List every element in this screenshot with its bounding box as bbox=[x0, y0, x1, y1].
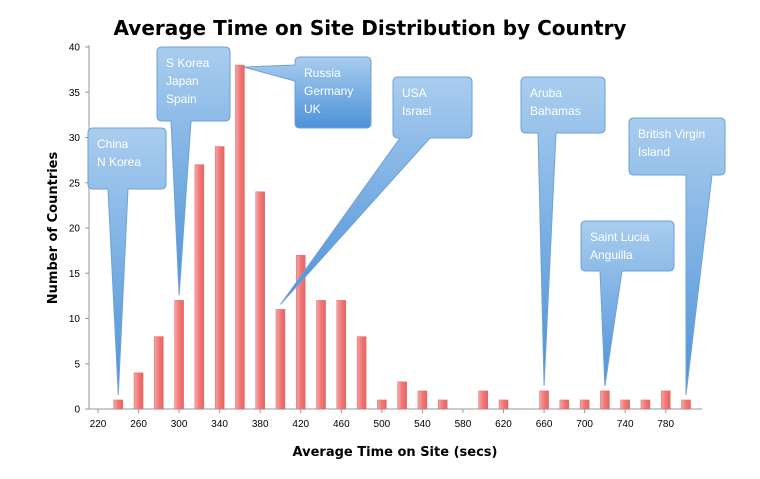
x-tick-label: 580 bbox=[455, 419, 472, 430]
callout-4: Aruba Bahamas bbox=[520, 76, 606, 386]
bar-720 bbox=[600, 390, 610, 410]
x-tick-label: 220 bbox=[90, 419, 107, 430]
bar-340 bbox=[214, 146, 225, 410]
bar-780 bbox=[660, 390, 671, 410]
axes bbox=[88, 45, 702, 410]
y-tick-label: 10 bbox=[69, 314, 81, 325]
callout-label: N Korea bbox=[97, 155, 141, 169]
x-axis-label: Average Time on Site (secs) bbox=[293, 445, 498, 460]
bar-400 bbox=[275, 309, 286, 410]
callout-5: Saint Lucia Anguilla bbox=[580, 220, 675, 386]
x-tick-label: 460 bbox=[333, 419, 350, 430]
bar-740 bbox=[620, 399, 630, 410]
callout-label: Island bbox=[638, 145, 670, 159]
callout-label: S Korea bbox=[166, 56, 210, 70]
callout-label: Germany bbox=[304, 84, 353, 98]
bar-320 bbox=[194, 164, 205, 410]
y-tick-label: 5 bbox=[74, 359, 80, 370]
bar-620 bbox=[498, 399, 509, 410]
x-tick-label: 780 bbox=[657, 419, 674, 430]
y-tick-label: 15 bbox=[69, 269, 81, 280]
bar-460 bbox=[336, 300, 347, 410]
callout-label: Japan bbox=[166, 74, 199, 88]
bar-680 bbox=[559, 399, 570, 410]
bar-540 bbox=[417, 390, 428, 410]
bar-series bbox=[113, 64, 691, 410]
x-tick-label: 700 bbox=[576, 419, 593, 430]
bar-500 bbox=[377, 399, 387, 410]
bar-560 bbox=[437, 399, 448, 410]
callout-bubble bbox=[580, 220, 675, 386]
x-tick-label: 500 bbox=[374, 419, 391, 430]
x-tick-label: 620 bbox=[495, 419, 512, 430]
callout-label: Israel bbox=[402, 104, 431, 118]
bar-660 bbox=[539, 390, 549, 410]
bar-380 bbox=[255, 191, 265, 410]
callout-bubble bbox=[156, 46, 231, 296]
callout-label: British Virgin bbox=[638, 127, 705, 141]
callout-label: Spain bbox=[166, 92, 197, 106]
callout-label: Bahamas bbox=[530, 104, 581, 118]
y-tick-label: 40 bbox=[69, 43, 81, 54]
callout-label: Aruba bbox=[530, 86, 562, 100]
bar-520 bbox=[397, 381, 407, 410]
bar-360 bbox=[235, 64, 245, 410]
callout-label: China bbox=[97, 137, 129, 151]
x-tick-label: 300 bbox=[171, 419, 188, 430]
bar-240 bbox=[113, 399, 124, 410]
callout-label: Saint Lucia bbox=[590, 230, 650, 244]
bar-760 bbox=[640, 399, 651, 410]
bar-280 bbox=[154, 336, 164, 410]
callout-label: Anguilla bbox=[590, 248, 633, 262]
y-tick-label: 25 bbox=[69, 178, 81, 189]
bar-420 bbox=[296, 254, 306, 410]
callout-label: UK bbox=[304, 102, 321, 116]
callout-bubble bbox=[87, 127, 167, 395]
callout-bubble bbox=[520, 76, 606, 386]
callout-1: S Korea Japan Spain bbox=[156, 46, 231, 296]
chart-title: Average Time on Site Distribution by Cou… bbox=[114, 16, 627, 40]
callout-bubble bbox=[280, 76, 473, 305]
x-tick-label: 340 bbox=[211, 419, 228, 430]
bar-700 bbox=[579, 399, 590, 410]
callout-group: China N Korea S Korea Japan Spain Russia Germa… bbox=[87, 46, 726, 396]
x-tick-label: 420 bbox=[292, 419, 309, 430]
x-tick-label: 540 bbox=[414, 419, 431, 430]
x-tick-group: 220 260 300 340 380 420 460 500 540 580 620 660 700 7… bbox=[90, 409, 675, 430]
bar-480 bbox=[356, 336, 367, 410]
x-tick-label: 660 bbox=[536, 419, 553, 430]
y-axis-label: Number of Countries bbox=[46, 152, 61, 305]
y-tick-label: 35 bbox=[69, 88, 81, 99]
callout-0: China N Korea bbox=[87, 127, 167, 395]
bar-300 bbox=[174, 300, 184, 410]
callout-label: USA bbox=[402, 86, 427, 100]
callout-bubble bbox=[243, 56, 372, 129]
x-tick-label: 260 bbox=[130, 419, 147, 430]
y-tick-label: 20 bbox=[69, 224, 81, 235]
bar-440 bbox=[316, 300, 326, 410]
callout-label: Russia bbox=[304, 66, 341, 80]
y-tick-group: 0 5 10 15 20 25 30 35 40 bbox=[69, 43, 89, 416]
bar-800 bbox=[681, 399, 691, 410]
y-tick-label: 0 bbox=[74, 405, 80, 416]
x-tick-label: 740 bbox=[617, 419, 634, 430]
callout-bubble bbox=[628, 117, 726, 396]
callout-2: Russia Germany UK bbox=[243, 56, 372, 129]
y-tick-label: 30 bbox=[69, 133, 81, 144]
callout-6: British Virgin Island bbox=[628, 117, 726, 396]
bar-600 bbox=[478, 390, 488, 410]
x-tick-label: 380 bbox=[252, 419, 269, 430]
callout-3: USA Israel bbox=[280, 76, 473, 305]
bar-260 bbox=[133, 372, 144, 410]
